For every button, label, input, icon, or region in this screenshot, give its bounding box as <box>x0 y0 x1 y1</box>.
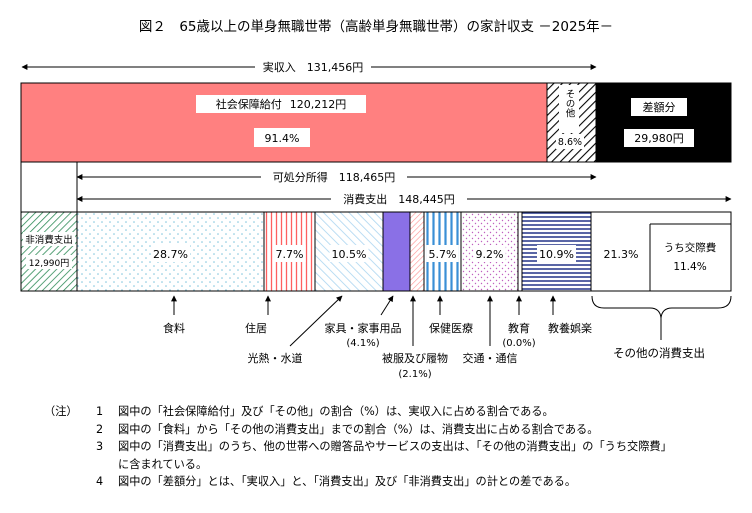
pct-label-health: 5.7% <box>429 248 457 261</box>
consumption-label: 消費支出 148,445円 <box>343 192 455 206</box>
note-2: 2 図中の「食料」から「その他の消費支出」までの割合（%）は、消費支出に占める割… <box>96 422 599 436</box>
label-furniture: 家具・家事用品 <box>325 321 402 335</box>
pct-label-food: 28.7% <box>153 248 188 261</box>
notes: （注） 1 図中の「社会保障給付」及び「その他」の割合（%）は、実収入に占める割… <box>44 403 744 491</box>
label-education-pct: (0.0%) <box>502 338 535 349</box>
social-security-amount: 120,212円 <box>290 98 347 111</box>
social-security-pct: 91.4% <box>265 132 300 145</box>
label-utilities: 光熱・水道 <box>248 351 303 365</box>
label-education: 教育 <box>508 321 530 335</box>
social-expense-label: うち交際費 <box>664 241 717 254</box>
nonconsumption-amount: 12,990円 <box>29 258 70 269</box>
pct-label-utilities: 10.5% <box>332 248 367 261</box>
pct-label-housing: 7.7% <box>276 248 304 261</box>
label-clothing: 被服及び履物 <box>382 351 448 365</box>
label-transport: 交通・通信 <box>463 351 518 365</box>
chart-title: 図２ 65歳以上の単身無職世帯（高齢単身無職世帯）の家計収支 －2025年－ <box>139 18 613 35</box>
other-consumption-brace <box>591 295 732 319</box>
bar-education <box>517 211 523 292</box>
label-furniture-pct: (4.1%) <box>346 338 379 349</box>
deficit-label: 差額分 <box>643 100 676 114</box>
deficit-amount: 29,980円 <box>634 132 684 145</box>
household-budget-chart: 図２ 65歳以上の単身無職世帯（高齢単身無職世帯）の家計収支 －2025年－ 実… <box>20 18 732 380</box>
label-other-consumption: その他の消費支出 <box>613 346 705 360</box>
note-3: 3 図中の「消費支出」のうち、他の世帯への贈答品やサービスの支出は、「その他の消… <box>96 440 672 453</box>
pct-label-recreation: 10.9% <box>539 248 574 261</box>
social-security-label: 社会保障給付 <box>216 97 282 111</box>
label-clothing-pct: (2.1%) <box>398 369 431 380</box>
bar-clothing <box>409 211 425 292</box>
other-income-pct: 8.6% <box>558 137 582 148</box>
income-label: 実収入 131,456円 <box>263 60 364 74</box>
label-recreation: 教養娯楽 <box>548 321 592 335</box>
label-health: 保健医療 <box>429 321 473 335</box>
social-expense-pct: 11.4% <box>673 261 706 273</box>
bar-furniture <box>382 211 411 292</box>
pct-label-transport: 9.2% <box>476 248 504 261</box>
label-food: 食料 <box>163 321 185 335</box>
disposable-income-label: 可処分所得 118,465円 <box>273 171 396 184</box>
social-security-bar <box>20 82 548 163</box>
nonconsumption-label: 非消費支出 <box>25 234 73 246</box>
nonconsumption-bar <box>20 211 78 292</box>
note-4: 4 図中の「差額分」とは、「実収入」と、「消費支出」及び「非消費支出」の計との差… <box>96 475 577 488</box>
notes-head: （注） <box>44 405 78 418</box>
label-housing: 住居 <box>245 321 267 335</box>
note-3-cont: に含まれている。 <box>118 457 208 471</box>
note-1: （注） 1 図中の「社会保障給付」及び「その他」の割合（%）は、実収入に占める割… <box>44 403 744 421</box>
other-income-label: その他 <box>564 89 576 118</box>
pct-label-other-consumption: 21.3% <box>604 248 639 261</box>
deficit-bar <box>595 82 732 163</box>
